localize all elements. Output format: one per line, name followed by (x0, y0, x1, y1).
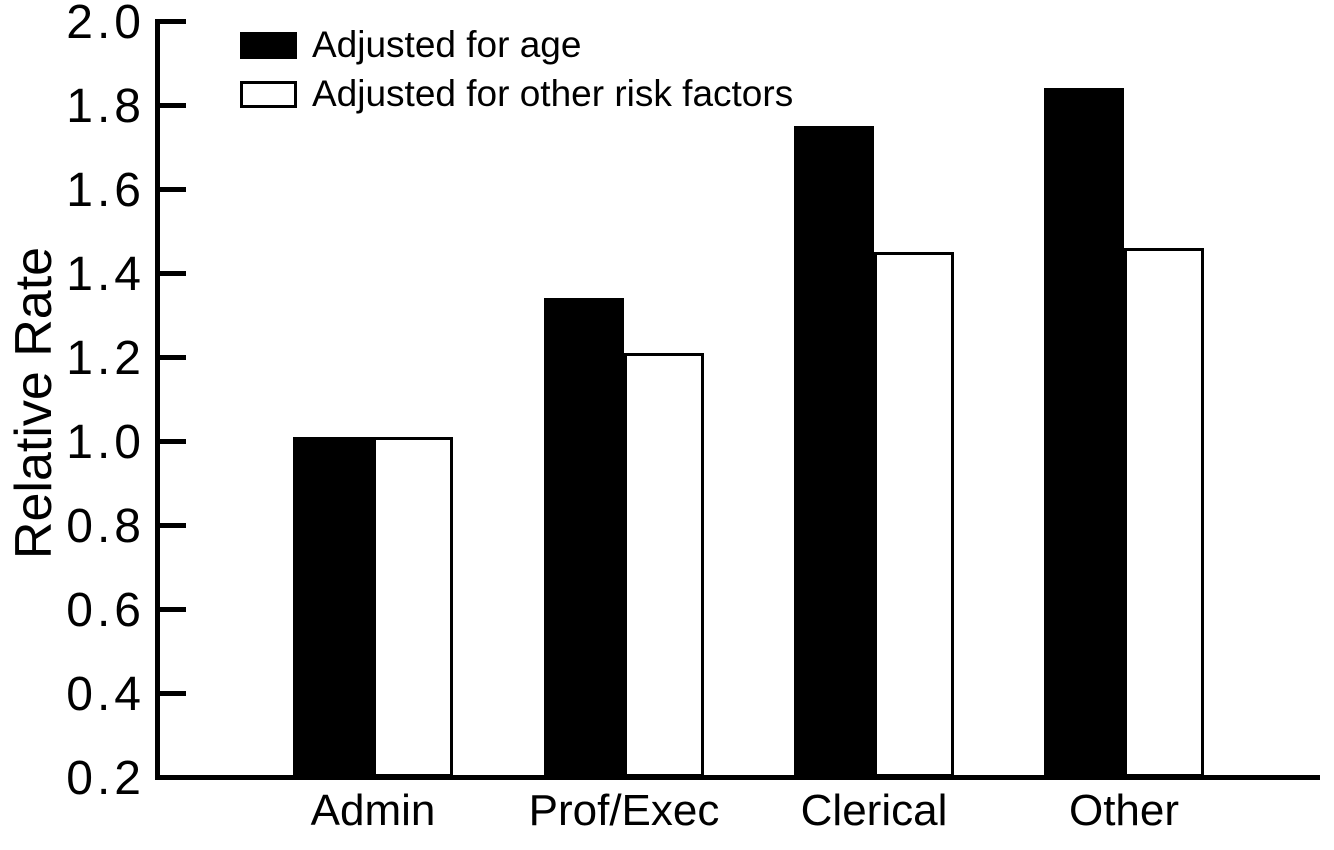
legend-swatch-filled (240, 31, 297, 59)
y-tick-label: 0.8 (66, 500, 145, 553)
y-axis-tick (160, 690, 186, 696)
y-tick-label: 1.0 (66, 416, 145, 469)
bar-adjusted-for-other-risk-factors-other (1124, 247, 1204, 777)
y-tick-label: 0.6 (66, 584, 145, 637)
bar-adjusted-for-age-clerical (794, 126, 874, 777)
legend-swatch-open (240, 80, 297, 108)
y-axis-tick (160, 354, 186, 360)
y-tick-label: 0.4 (66, 668, 145, 721)
y-axis-tick (160, 606, 186, 612)
y-tick-label: 0.2 (66, 752, 145, 805)
y-axis-tick (160, 438, 186, 444)
y-tick-label: 1.4 (66, 248, 145, 301)
y-axis-tick (160, 18, 186, 24)
bar-adjusted-for-age-other (1044, 88, 1124, 777)
x-axis-line (155, 775, 1320, 780)
x-category-label: Admin (310, 786, 436, 835)
y-axis-tick (160, 102, 186, 108)
y-tick-label: 2.0 (66, 0, 145, 49)
legend-item-adjusted-for-other-risk-factors: Adjusted for other risk factors (240, 75, 793, 113)
y-axis-tick (160, 522, 186, 528)
legend-label: Adjusted for other risk factors (312, 73, 794, 114)
legend-item-adjusted-for-age: Adjusted for age (240, 26, 793, 64)
y-tick-label: 1.2 (66, 332, 145, 385)
legend-label: Adjusted for age (312, 24, 582, 65)
y-axis-tick (160, 186, 186, 192)
bar-adjusted-for-age-prof-exec (544, 298, 624, 777)
x-category-label: Other (1068, 786, 1180, 835)
y-axis-tick (160, 270, 186, 276)
bar-adjusted-for-other-risk-factors-prof-exec (624, 352, 704, 777)
bar-adjusted-for-age-admin (293, 436, 373, 777)
x-category-label: Prof/Exec (528, 786, 720, 835)
bar-adjusted-for-other-risk-factors-admin (373, 436, 453, 777)
y-axis-line (155, 19, 160, 780)
y-tick-label: 1.6 (66, 164, 145, 217)
bar-adjusted-for-other-risk-factors-clerical (874, 252, 954, 777)
y-tick-label: 1.8 (66, 80, 145, 133)
legend: Adjusted for age Adjusted for other risk… (240, 26, 793, 113)
x-category-label: Clerical (800, 786, 948, 835)
